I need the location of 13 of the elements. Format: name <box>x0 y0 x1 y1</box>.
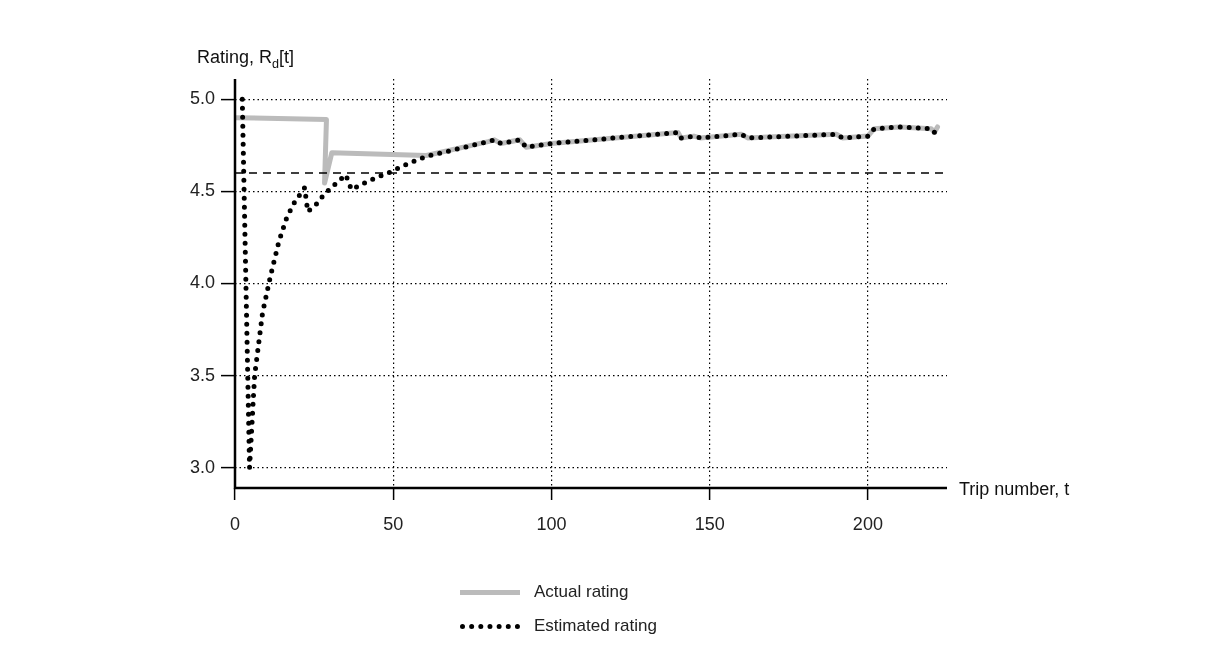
x-tick-label: 100 <box>536 513 567 534</box>
y-tick-label: 5.0 <box>189 88 215 109</box>
x-tick-label: 150 <box>694 513 725 534</box>
x-tick-label: 50 <box>383 513 404 534</box>
legend-label: Estimated rating <box>534 616 657 636</box>
x-axis-title: Trip number, t <box>959 479 1070 499</box>
legend-label: Actual rating <box>534 582 629 602</box>
y-tick-label: 4.5 <box>189 180 215 201</box>
x-tick-label: 200 <box>852 513 883 534</box>
x-tick-label: 0 <box>229 513 241 534</box>
y-tick-label: 3.5 <box>189 364 215 385</box>
y-tick-label: 3.0 <box>189 456 215 477</box>
y-tick-label: 4.0 <box>189 272 215 293</box>
